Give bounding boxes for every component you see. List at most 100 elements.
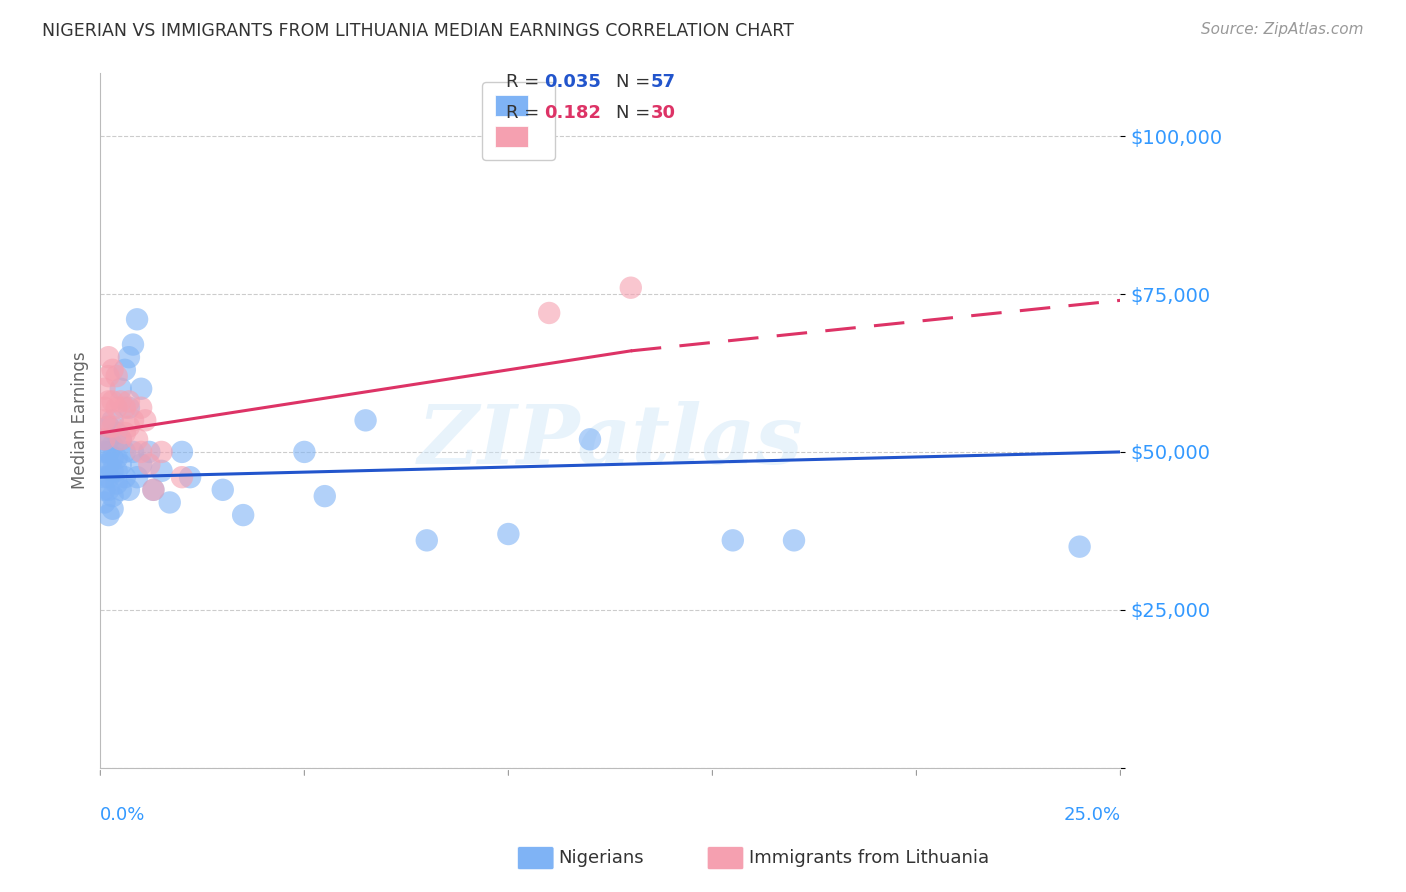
Point — [579, 432, 602, 446]
Point — [129, 458, 152, 472]
Point — [93, 470, 115, 484]
Point — [101, 439, 124, 453]
Text: 0.182: 0.182 — [544, 104, 602, 122]
Point — [101, 464, 124, 478]
Point — [179, 470, 201, 484]
Point — [150, 464, 173, 478]
Point — [110, 382, 132, 396]
Text: 30: 30 — [651, 104, 676, 122]
Legend: , : , — [482, 82, 555, 160]
Point — [232, 508, 254, 522]
Point — [118, 419, 141, 434]
Text: 0.035: 0.035 — [544, 73, 600, 91]
Point — [105, 464, 128, 478]
Point — [93, 382, 115, 396]
Point — [101, 419, 124, 434]
Point — [101, 394, 124, 409]
Point — [114, 401, 136, 415]
Point — [97, 419, 120, 434]
Point — [129, 445, 152, 459]
Text: 0.0%: 0.0% — [100, 805, 146, 824]
Point — [783, 533, 806, 548]
Text: Source: ZipAtlas.com: Source: ZipAtlas.com — [1201, 22, 1364, 37]
Point — [105, 369, 128, 384]
Point — [122, 337, 145, 351]
Point — [97, 369, 120, 384]
Point — [97, 508, 120, 522]
Point — [110, 432, 132, 446]
Point — [97, 394, 120, 409]
Point — [101, 489, 124, 503]
Point — [118, 401, 141, 415]
Text: Nigerians: Nigerians — [558, 849, 644, 867]
Point — [292, 445, 315, 459]
Point — [498, 527, 520, 541]
Point — [93, 495, 115, 509]
Point — [97, 458, 120, 472]
Point — [93, 432, 115, 446]
Point — [211, 483, 233, 497]
Text: NIGERIAN VS IMMIGRANTS FROM LITHUANIA MEDIAN EARNINGS CORRELATION CHART: NIGERIAN VS IMMIGRANTS FROM LITHUANIA ME… — [42, 22, 794, 40]
Point — [101, 451, 124, 466]
Point — [416, 533, 439, 548]
Point — [138, 458, 160, 472]
Point — [170, 470, 193, 484]
Text: Immigrants from Lithuania: Immigrants from Lithuania — [749, 849, 990, 867]
Point — [129, 382, 152, 396]
Point — [110, 394, 132, 409]
Text: N =: N = — [616, 73, 655, 91]
Point — [122, 445, 145, 459]
Point — [114, 470, 136, 484]
Point — [142, 483, 165, 497]
Point — [150, 445, 173, 459]
Text: ZIPatlas: ZIPatlas — [418, 401, 803, 481]
Point — [110, 483, 132, 497]
Point — [114, 363, 136, 377]
Point — [110, 432, 132, 446]
Point — [97, 483, 120, 497]
Point — [125, 312, 148, 326]
Point — [118, 483, 141, 497]
Text: R =: R = — [506, 104, 546, 122]
Point — [93, 432, 115, 446]
Point — [1069, 540, 1091, 554]
Point — [122, 413, 145, 427]
Point — [125, 432, 148, 446]
Text: 25.0%: 25.0% — [1063, 805, 1121, 824]
Point — [93, 401, 115, 415]
Point — [125, 470, 148, 484]
Point — [134, 413, 156, 427]
Point — [170, 445, 193, 459]
Point — [354, 413, 377, 427]
Point — [314, 489, 336, 503]
Point — [97, 432, 120, 446]
Point — [93, 445, 115, 459]
Point — [721, 533, 744, 548]
Point — [105, 401, 128, 415]
Point — [114, 445, 136, 459]
Text: N =: N = — [616, 104, 655, 122]
Point — [105, 425, 128, 440]
Point — [93, 458, 115, 472]
Point — [538, 306, 561, 320]
Point — [101, 413, 124, 427]
Y-axis label: Median Earnings: Median Earnings — [72, 351, 89, 489]
Text: R =: R = — [506, 73, 546, 91]
Point — [138, 445, 160, 459]
Point — [105, 451, 128, 466]
Text: 57: 57 — [651, 73, 676, 91]
Point — [118, 394, 141, 409]
Point — [620, 281, 643, 295]
Point — [97, 445, 120, 459]
Point — [114, 425, 136, 440]
Point — [142, 483, 165, 497]
Point — [93, 413, 115, 427]
Point — [159, 495, 181, 509]
Point — [101, 501, 124, 516]
Point — [129, 401, 152, 415]
Point — [97, 470, 120, 484]
Point — [93, 483, 115, 497]
Point — [101, 363, 124, 377]
Point — [118, 350, 141, 364]
Point — [97, 350, 120, 364]
